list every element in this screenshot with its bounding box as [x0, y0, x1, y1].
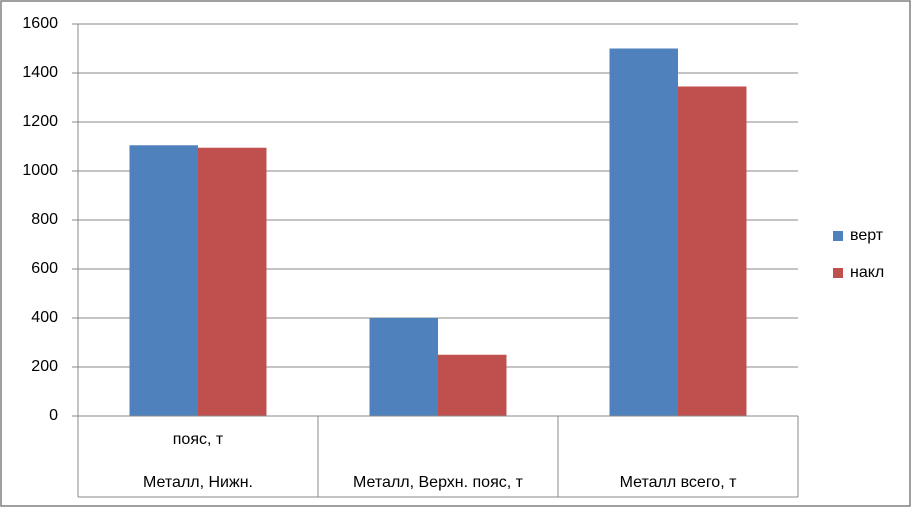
y-tick-label: 1200 [22, 113, 58, 130]
y-tick-label: 800 [31, 211, 58, 228]
y-tick-label: 1400 [22, 64, 58, 81]
bar [438, 354, 507, 416]
bar [129, 145, 198, 416]
y-tick-label: 200 [31, 358, 58, 375]
legend-swatch [833, 231, 843, 241]
bar [369, 318, 438, 416]
y-tick-label: 1000 [22, 162, 58, 179]
y-tick-label: 600 [31, 260, 58, 277]
legend-swatch [833, 268, 843, 278]
x-tick-label: Металл, Нижн. [143, 474, 253, 491]
x-tick-label: Металл всего, т [620, 474, 738, 491]
y-tick-label: 0 [49, 407, 58, 424]
legend-label: верт [850, 227, 884, 244]
y-tick-label: 400 [31, 309, 58, 326]
legend-label: накл [850, 264, 884, 281]
bar [678, 86, 747, 416]
bar [609, 48, 678, 416]
bar [198, 147, 267, 416]
x-tick-label: Металл, Верхн. пояс, т [353, 474, 524, 491]
y-tick-label: 1600 [22, 15, 58, 32]
x-tick-label: пояс, т [173, 431, 224, 448]
